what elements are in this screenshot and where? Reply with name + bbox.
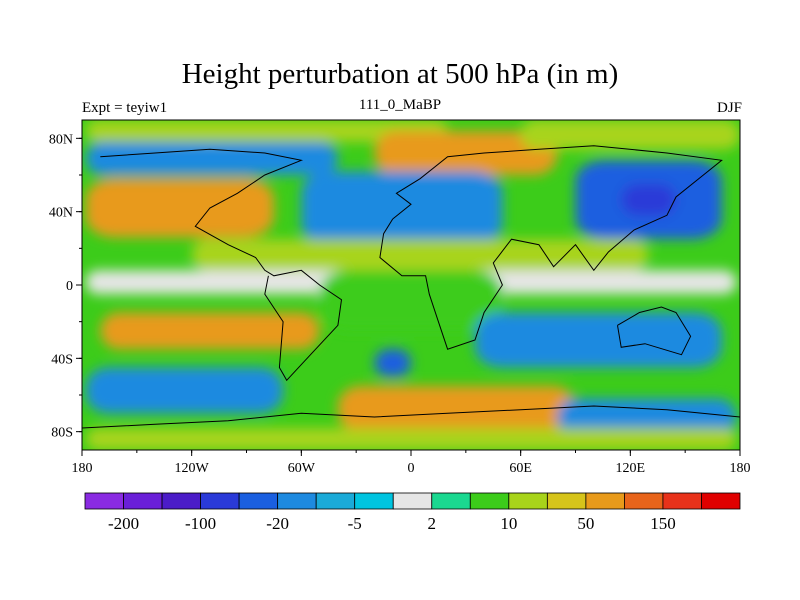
- colorbar-box: [469, 492, 510, 510]
- colorbar-label: -5: [348, 514, 362, 533]
- y-tick-label: 80N: [49, 132, 73, 147]
- colorbar-box: [161, 492, 201, 510]
- field-blue-40N-central: [301, 171, 503, 245]
- field-blue-40S-dot: [374, 349, 411, 377]
- field-yellow-60S-center: [337, 385, 576, 432]
- colorbar-label: -20: [266, 514, 289, 533]
- field-green-80S: [85, 428, 737, 450]
- x-tick-label: 60W: [288, 461, 316, 476]
- coastline-0: [100, 148, 343, 382]
- time-label: 111_0_MaBP: [358, 97, 442, 113]
- x-tick-label: 0: [408, 461, 415, 476]
- colorbar-label: -100: [185, 514, 216, 533]
- y-tick-label: 80S: [51, 426, 73, 441]
- colorbar-box: [84, 492, 124, 510]
- colorbar-box: [585, 492, 625, 510]
- colorbar-label: 150: [650, 514, 676, 533]
- colorbar-box: [546, 492, 587, 510]
- plot-area: [82, 120, 740, 450]
- colorbar-box: [277, 492, 317, 510]
- field-band-80N-west-blue: [85, 142, 338, 175]
- coastline-1: [379, 145, 723, 350]
- colorbar-box: [238, 492, 279, 510]
- colorbar: -200 -100 -20 -5 2 10 50 150: [84, 492, 741, 533]
- y-tick-label: 40S: [51, 352, 73, 367]
- field-yellow-arctic-east: [374, 131, 558, 175]
- colorbar-label: 10: [500, 514, 517, 533]
- colorbar-box: [392, 492, 433, 510]
- coastlines: [82, 145, 740, 429]
- x-tick-label: 120E: [616, 461, 646, 476]
- y-axis: 80N 40N 0 40S 80S: [49, 132, 82, 441]
- field-band-60N-north-green: [85, 120, 448, 142]
- colorbar-box: [315, 492, 356, 510]
- colorbar-box: [508, 492, 548, 510]
- x-tick-label: 180: [730, 461, 751, 476]
- colorbar-box: [123, 492, 163, 510]
- field-blue-60S-east: [557, 398, 737, 436]
- field-yellow-20S-west: [100, 312, 320, 350]
- experiment-label: Expt = teyiw1: [82, 100, 168, 116]
- y-tick-label: 40N: [49, 206, 73, 221]
- colorbar-box: [701, 492, 741, 510]
- colorbar-box: [624, 492, 664, 510]
- x-tick-label: 180: [72, 461, 93, 476]
- field-blue-40S-west: [85, 367, 284, 414]
- field-green-20N: [191, 239, 649, 271]
- coastline-3: [82, 405, 740, 429]
- colorbar-box: [354, 492, 394, 510]
- y-tick-label: 0: [66, 279, 73, 294]
- coastline-2: [617, 306, 692, 356]
- field-purple-40N-east: [621, 184, 677, 216]
- field-green-0-center: [319, 270, 503, 331]
- colorbar-box: [662, 492, 702, 510]
- x-tick-label: 120W: [175, 461, 210, 476]
- chart-title: Height perturbation at 500 hPa (in m): [181, 58, 619, 90]
- field-blue-20S-east: [474, 312, 722, 368]
- colorbar-label: -200: [108, 514, 139, 533]
- x-axis: 180 120W 60W 0 60E 120E 180: [72, 450, 751, 476]
- colorbar-box: [431, 492, 471, 510]
- season-label: DJF: [716, 100, 742, 116]
- field-green-arctic-east: [520, 120, 740, 150]
- colorbar-label: 2: [428, 514, 437, 533]
- x-tick-label: 60E: [509, 461, 532, 476]
- field-yellow-40N-west: [85, 178, 274, 238]
- colorbar-box: [200, 492, 240, 510]
- colorbar-label: 50: [577, 514, 594, 533]
